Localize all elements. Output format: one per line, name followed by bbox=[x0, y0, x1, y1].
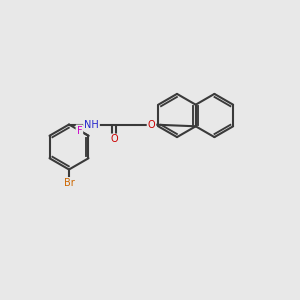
Text: O: O bbox=[148, 119, 155, 130]
Text: O: O bbox=[110, 134, 118, 145]
Text: F: F bbox=[76, 125, 82, 136]
Text: NH: NH bbox=[84, 119, 99, 130]
Text: Br: Br bbox=[64, 178, 74, 188]
